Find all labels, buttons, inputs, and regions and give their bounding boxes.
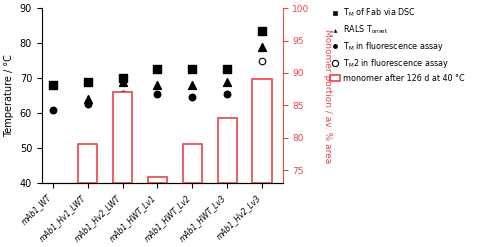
Point — [188, 67, 196, 71]
Point — [118, 80, 126, 84]
Point — [223, 80, 231, 84]
Point — [188, 83, 196, 87]
Point — [154, 67, 162, 71]
Point — [258, 45, 266, 49]
Point — [118, 76, 126, 80]
Point — [49, 83, 57, 87]
Point — [154, 92, 162, 96]
Bar — [252, 80, 272, 183]
Point — [223, 92, 231, 96]
Point — [49, 108, 57, 112]
Bar — [148, 177, 167, 183]
Point — [188, 95, 196, 99]
Y-axis label: Monomer portion / av. % area: Monomer portion / av. % area — [324, 29, 332, 163]
Point — [84, 103, 92, 106]
Bar — [78, 144, 97, 183]
Point — [258, 59, 266, 63]
Point — [154, 83, 162, 87]
Y-axis label: Temperature / °C: Temperature / °C — [4, 54, 14, 137]
Point — [258, 29, 266, 33]
Legend: T$_\mathrm{M}$ of Fab via DSC, RALS T$_\mathrm{onset}$, T$_\mathrm{M}$ in fluore: T$_\mathrm{M}$ of Fab via DSC, RALS T$_\… — [330, 7, 464, 83]
Bar — [113, 92, 132, 183]
Point — [118, 92, 126, 96]
Point — [258, 87, 266, 91]
Bar — [182, 144, 202, 183]
Point — [84, 97, 92, 101]
Bar — [218, 118, 236, 183]
Point — [84, 80, 92, 84]
Point — [223, 67, 231, 71]
